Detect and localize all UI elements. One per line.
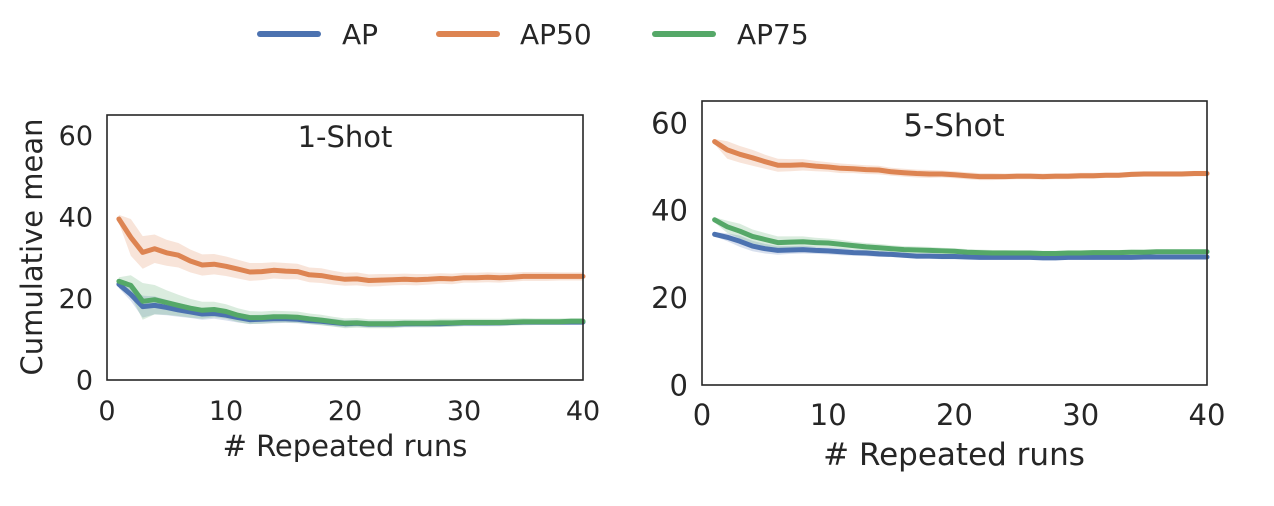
x-tick-labels: 0 10 20 30 40 [693,398,1226,432]
legend: AP AP50 AP75 [257,18,809,51]
y-axis-label: Cumulative mean [15,119,49,376]
x-tick-label: 0 [98,396,115,427]
plot-frame [701,100,1208,386]
x-tick-label: 10 [810,398,847,432]
legend-item-ap75: AP75 [652,18,809,51]
chart-title: 1-Shot [298,120,393,154]
y-tick-label: 0 [76,366,93,397]
legend-label-ap50: AP50 [520,18,592,51]
series-line-ap50 [116,216,586,283]
x-tick-labels: 0 10 20 30 40 [98,396,600,427]
series-lines [712,139,1210,261]
series-line-ap [712,231,1210,261]
series-line-ap75 [116,278,586,327]
chart-title: 5-Shot [903,108,1004,144]
y-tick-label: 60 [59,121,93,152]
x-tick-label: 30 [447,396,481,427]
plot-frame [106,114,584,381]
legend-label-ap75: AP75 [737,18,809,51]
x-tick-label: 20 [328,396,362,427]
legend-label-ap: AP [342,18,378,51]
series-lines [116,216,586,327]
x-tick-label: 0 [693,398,711,432]
y-tick-label: 0 [670,368,688,402]
y-tick-label: 40 [59,203,93,234]
y-tick-label: 60 [651,106,688,140]
x-axis-label: # Repeated runs [223,429,468,463]
x-tick-label: 40 [1189,398,1226,432]
y-tick-label: 40 [651,194,688,228]
legend-item-ap50: AP50 [436,18,592,51]
series-line-ap75 [712,217,1210,256]
series-line-ap50 [712,139,1210,180]
y-tick-label: 20 [651,281,688,315]
y-tick-labels: 0 20 40 60 [59,121,93,397]
x-tick-label: 30 [1062,398,1099,432]
x-axis-label: # Repeated runs [823,437,1085,473]
chart-1-shot: 0 10 20 30 40 0 20 40 60 1-Shot # Repeated runs… [15,114,600,463]
x-tick-label: 40 [566,396,600,427]
x-tick-label: 10 [209,396,243,427]
y-tick-label: 20 [59,284,93,315]
x-tick-label: 20 [936,398,973,432]
y-tick-labels: 0 20 40 60 [651,106,688,402]
chart-5-shot: 0 10 20 30 40 0 20 40 60 5-Shot # Repeated runs [651,100,1226,473]
legend-item-ap: AP [257,18,378,51]
